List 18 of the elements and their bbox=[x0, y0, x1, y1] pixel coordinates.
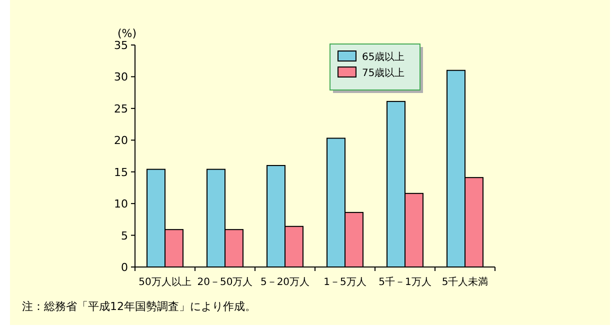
y-tick-label: 0 bbox=[121, 261, 128, 274]
legend-label: 75歳以上 bbox=[362, 67, 405, 79]
x-tick-label: 5千人未満 bbox=[442, 276, 488, 288]
y-tick-label: 15 bbox=[114, 166, 128, 179]
x-tick-label: 50万人以上 bbox=[138, 276, 192, 288]
x-tick-label: 20－50万人 bbox=[197, 277, 253, 288]
x-tick-label: 5千－1万人 bbox=[378, 276, 432, 288]
y-tick-label: 35 bbox=[114, 39, 128, 52]
x-tick-label: 5－20万人 bbox=[260, 277, 310, 288]
y-tick-label: 10 bbox=[114, 198, 128, 211]
text: 注：総務省「平成12年国勢調査」により作成。 bbox=[22, 300, 256, 313]
y-tick-label: 20 bbox=[114, 134, 128, 148]
x-tick-label: 1－5万人 bbox=[324, 277, 366, 288]
y-tick-label: 5 bbox=[121, 229, 128, 242]
y-tick-label: 25 bbox=[114, 102, 128, 116]
y-tick-label: 30 bbox=[114, 70, 128, 84]
legend-label: 65歳以上 bbox=[362, 51, 405, 63]
y-axis-title: (%) bbox=[117, 27, 137, 40]
